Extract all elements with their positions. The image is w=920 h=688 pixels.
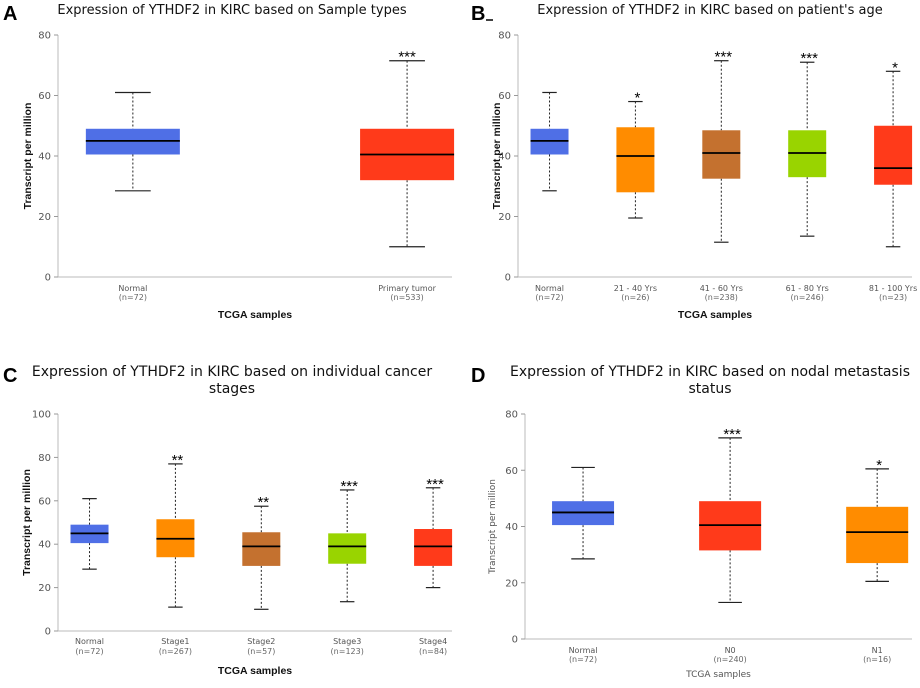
panel-b: B Expression of YTHDF2 in KIRC based on p… [460, 0, 920, 344]
panel-letter-a: A [3, 3, 17, 25]
chart-title-d-line-1: Expression of YTHDF2 in KIRC based on no… [510, 364, 910, 380]
panel-c: C Expression of YTHDF2 in KIRC based on i… [0, 344, 460, 688]
category-label-b-4: 61 - 80 Yrs [786, 284, 829, 293]
panel-letter-c: C [3, 365, 17, 387]
y-tick-label-d-60: 60 [505, 466, 518, 477]
y-tick-label-c-0: 0 [45, 627, 51, 638]
y-tick-label-c-100: 100 [32, 410, 51, 421]
category-label-c-2: Stage1 [161, 637, 189, 646]
sig-marker-c-3: ** [257, 494, 269, 511]
x-axis-title-b: TCGA samples [678, 309, 752, 321]
y-tick-label-b-20: 20 [498, 212, 511, 223]
sample-count-c-4: (n=123) [331, 647, 364, 656]
y-tick-label-b-40: 40 [498, 152, 511, 163]
sample-count-c-3: (n=57) [247, 647, 275, 656]
chart-title-c-line-2: stages [209, 381, 255, 397]
sample-count-c-5: (n=84) [419, 647, 447, 656]
sample-count-b-1: (n=72) [535, 293, 563, 302]
sample-count-b-5: (n=23) [879, 293, 907, 302]
category-label-b-1: Normal [535, 284, 564, 293]
sig-marker-b-3: *** [715, 49, 733, 66]
y-axis-title-b: Transcript per million [491, 103, 503, 210]
sample-count-d-3: (n=16) [863, 655, 891, 664]
chart-d-svg: D Expression of YTHDF2 in KIRC based on n… [471, 364, 912, 680]
box-d-3 [846, 506, 909, 564]
y-tick-label-b-80: 80 [498, 31, 511, 42]
category-label-d-3: N1 [872, 646, 883, 655]
chart-title-d-line-2: status [688, 381, 731, 397]
y-tick-label-c-20: 20 [38, 583, 51, 594]
category-label-c-4: Stage3 [333, 637, 361, 646]
y-axis-title-a: Transcript per million [22, 103, 34, 210]
sig-marker-c-5: *** [426, 476, 444, 493]
y-tick-label-d-20: 20 [505, 578, 518, 589]
y-tick-label-a-80: 80 [38, 31, 51, 42]
category-label-b-3: 41 - 60 Yrs [700, 284, 743, 293]
chart-title-c-line-1: Expression of YTHDF2 in KIRC based on in… [32, 364, 432, 380]
category-label-c-5: Stage4 [419, 637, 447, 646]
y-tick-label-a-40: 40 [38, 152, 51, 163]
y-tick-label-a-20: 20 [38, 212, 51, 223]
panel-d: D Expression of YTHDF2 in KIRC based on n… [460, 344, 920, 688]
x-axis-title-c: TCGA samples [218, 665, 292, 677]
y-axis-title-d: Transcript per million [488, 479, 498, 575]
y-tick-label-a-0: 0 [45, 273, 51, 284]
chart-a-svg: A Expression of YTHDF2 in KIRC based on S… [3, 3, 455, 321]
x-axis-title-d: TCGA samples [685, 670, 751, 680]
sig-marker-b-4: *** [800, 50, 818, 67]
sample-count-c-2: (n=267) [159, 647, 192, 656]
chart-b-svg: B Expression of YTHDF2 in KIRC based on p… [471, 3, 917, 321]
panel-letter-b: B [471, 3, 485, 25]
box-c-4 [328, 533, 367, 564]
sample-count-a-2: (n=533) [390, 293, 423, 302]
sample-count-b-4: (n=246) [791, 293, 824, 302]
category-label-d-2: N0 [725, 646, 736, 655]
y-tick-label-c-60: 60 [38, 496, 51, 507]
box-b-5 [874, 125, 913, 185]
category-label-b-2: 21 - 40 Yrs [614, 284, 657, 293]
category-label-a-1: Normal [118, 284, 147, 293]
sig-marker-a-2: *** [398, 49, 416, 66]
y-tick-label-b-0: 0 [505, 273, 511, 284]
y-tick-label-d-0: 0 [512, 635, 518, 646]
y-tick-label-d-40: 40 [505, 522, 518, 533]
box-c-3 [242, 532, 281, 566]
y-tick-label-b-60: 60 [498, 91, 511, 102]
panel-letter-d: D [471, 365, 485, 387]
sample-count-b-2: (n=26) [621, 293, 649, 302]
sig-marker-c-4: *** [340, 478, 358, 495]
box-c-5 [414, 529, 453, 566]
category-label-d-1: Normal [569, 646, 598, 655]
panel-a: A Expression of YTHDF2 in KIRC based on S… [0, 0, 460, 344]
category-label-a-2: Primary tumor [378, 284, 436, 293]
sample-count-c-1: (n=72) [75, 647, 103, 656]
sig-marker-b-2: * [634, 90, 640, 107]
y-tick-label-d-80: 80 [505, 410, 518, 421]
sig-marker-b-5: * [892, 59, 898, 76]
x-axis-title-a: TCGA samples [218, 309, 292, 321]
y-tick-label-c-40: 40 [38, 540, 51, 551]
sample-count-d-2: (n=240) [713, 655, 746, 664]
box-b-3 [702, 130, 741, 179]
category-label-b-5: 81 - 100 Yrs [869, 284, 917, 293]
sig-marker-c-2: ** [172, 452, 184, 469]
sample-count-b-3: (n=238) [705, 293, 738, 302]
chart-c-svg: C Expression of YTHDF2 in KIRC based on i… [3, 364, 453, 677]
y-tick-label-a-60: 60 [38, 91, 51, 102]
y-axis-title-c: Transcript per million [21, 469, 33, 576]
sample-count-d-1: (n=72) [569, 655, 597, 664]
category-label-c-3: Stage2 [247, 637, 275, 646]
sig-marker-d-3: * [876, 457, 882, 474]
box-b-2 [616, 127, 655, 193]
chart-title-a-line-1: Expression of YTHDF2 in KIRC based on Sa… [57, 3, 406, 18]
sample-count-a-1: (n=72) [119, 293, 147, 302]
category-label-c-1: Normal [75, 637, 104, 646]
chart-title-b-line-1: Expression of YTHDF2 in KIRC based on pa… [537, 3, 883, 18]
sig-marker-d-2: *** [723, 426, 741, 443]
y-tick-label-c-80: 80 [38, 453, 51, 464]
